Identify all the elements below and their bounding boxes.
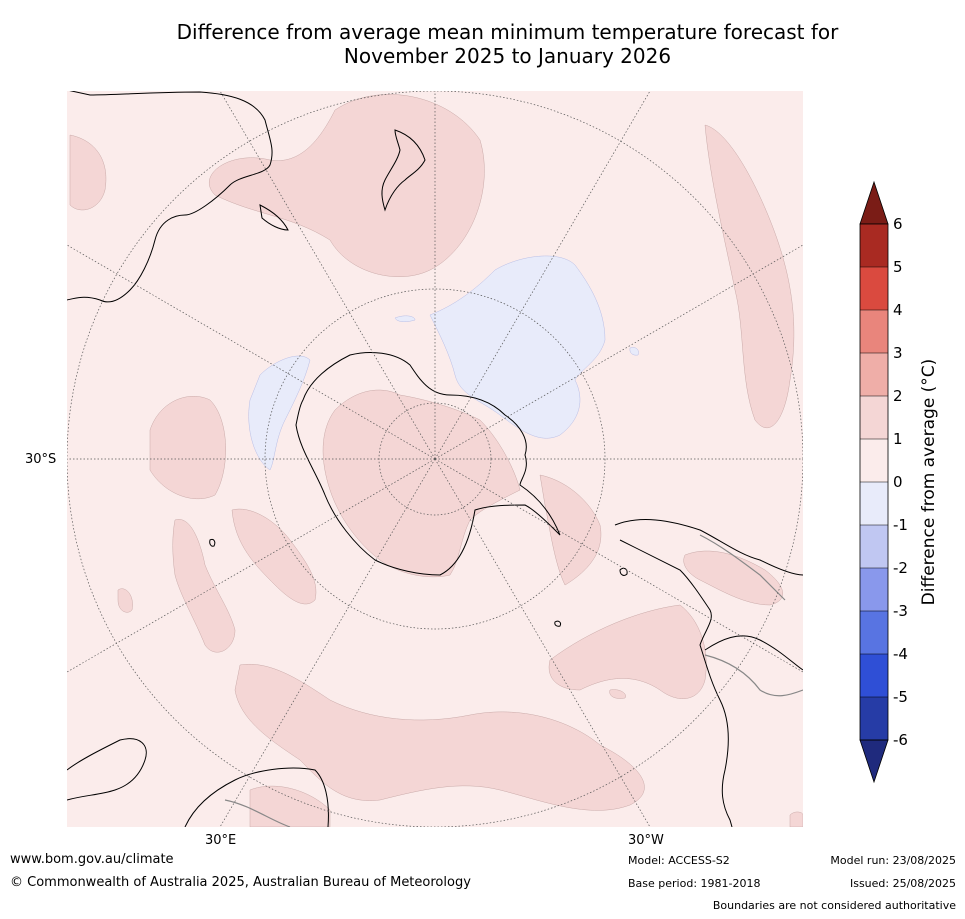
colorbar-segment-1-2 bbox=[860, 396, 888, 439]
lon-label-30w: 30°W bbox=[628, 833, 664, 848]
colorbar-tick: 4 bbox=[893, 301, 903, 319]
antarctica-anomaly-region bbox=[322, 389, 521, 578]
colorbar-tick: -1 bbox=[893, 516, 908, 534]
anomaly-1-to-2-regions bbox=[69, 94, 803, 827]
footer-model-run: Model run: 23/08/2025 bbox=[830, 854, 956, 867]
colorbar-segment-m2-m1 bbox=[860, 525, 888, 568]
colorbar-tick: -2 bbox=[893, 559, 908, 577]
colorbar-segment-m3-m2 bbox=[860, 568, 888, 611]
colorbar-segment-m1-0 bbox=[860, 482, 888, 525]
colorbar-tick: 5 bbox=[893, 258, 903, 276]
colorbar-segment-m6-m5 bbox=[860, 697, 888, 740]
colorbar-tick: -5 bbox=[893, 688, 908, 706]
colorbar-frame bbox=[859, 223, 889, 741]
footer-base-period: Base period: 1981-2018 bbox=[628, 877, 761, 890]
colorbar-segment-0-1 bbox=[860, 439, 888, 482]
country-boundaries bbox=[224, 534, 803, 827]
colorbar-segment-4-5 bbox=[860, 267, 888, 310]
footer-copyright: © Commonwealth of Australia 2025, Austra… bbox=[10, 875, 471, 890]
lon-label-30e: 30°E bbox=[205, 833, 237, 848]
coastlines bbox=[67, 91, 803, 827]
colorbar-tick: 0 bbox=[893, 473, 903, 491]
lat-label-30s: 30°S bbox=[25, 452, 57, 467]
colorbar-tick: 1 bbox=[893, 430, 903, 448]
footer-model: Model: ACCESS-S2 bbox=[628, 854, 730, 867]
colorbar-segment-m5-m4 bbox=[860, 654, 888, 697]
colorbar-tick: -6 bbox=[893, 731, 908, 749]
anomaly-minus1-to-0-regions bbox=[248, 255, 639, 471]
colorbar bbox=[859, 180, 889, 784]
footer-website: www.bom.gov.au/climate bbox=[10, 852, 174, 867]
graticule bbox=[67, 91, 803, 827]
colorbar-tick: 6 bbox=[893, 215, 903, 233]
colorbar-separators bbox=[860, 266, 888, 698]
title-line-1: Difference from average mean minimum tem… bbox=[176, 20, 839, 44]
colorbar-tick: 3 bbox=[893, 344, 903, 362]
footer-issued: Issued: 25/08/2025 bbox=[849, 877, 956, 890]
footer-disclaimer: Boundaries are not considered authoritat… bbox=[712, 899, 956, 912]
anomaly-fields bbox=[67, 91, 803, 827]
colorbar-segment-m4-m3 bbox=[860, 611, 888, 654]
colorbar-under-arrow bbox=[859, 739, 889, 784]
colorbar-tick: 2 bbox=[893, 387, 903, 405]
colorbar-segment-3-4 bbox=[860, 310, 888, 353]
map-title: Difference from average mean minimum tem… bbox=[60, 20, 955, 68]
map-panel bbox=[67, 91, 803, 827]
colorbar-over-arrow bbox=[859, 180, 889, 225]
colorbar-tick: -4 bbox=[893, 645, 908, 663]
colorbar-tick: -3 bbox=[893, 602, 908, 620]
title-line-2: November 2025 to January 2026 bbox=[343, 44, 672, 68]
colorbar-segment-2-3 bbox=[860, 353, 888, 396]
colorbar-segment-5-6 bbox=[860, 224, 888, 267]
colorbar-label: Difference from average (°C) bbox=[919, 358, 939, 606]
